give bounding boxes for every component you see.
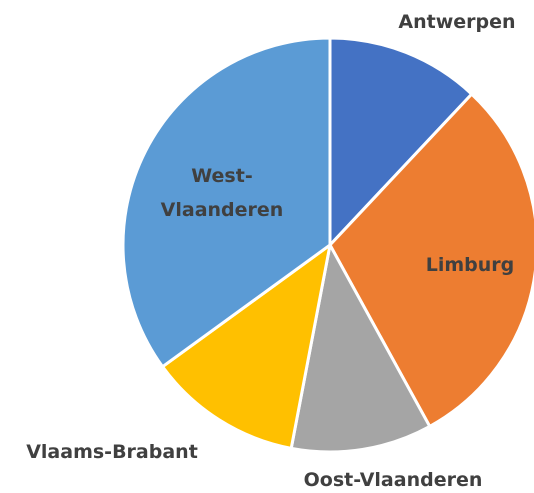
slice-label: Limburg	[425, 254, 515, 276]
slice-label: Antwerpen	[398, 11, 516, 33]
pie-slice	[121, 36, 332, 369]
slice-label: Vlaams-Brabant	[26, 441, 198, 463]
pie-slice	[328, 91, 534, 429]
pie-slice	[160, 241, 333, 451]
pie-slice	[289, 240, 432, 454]
pie-slice	[328, 36, 474, 249]
slice-label: Oost-Vlaanderen	[303, 469, 483, 491]
slice-label: West-Vlaanderen	[160, 165, 284, 221]
